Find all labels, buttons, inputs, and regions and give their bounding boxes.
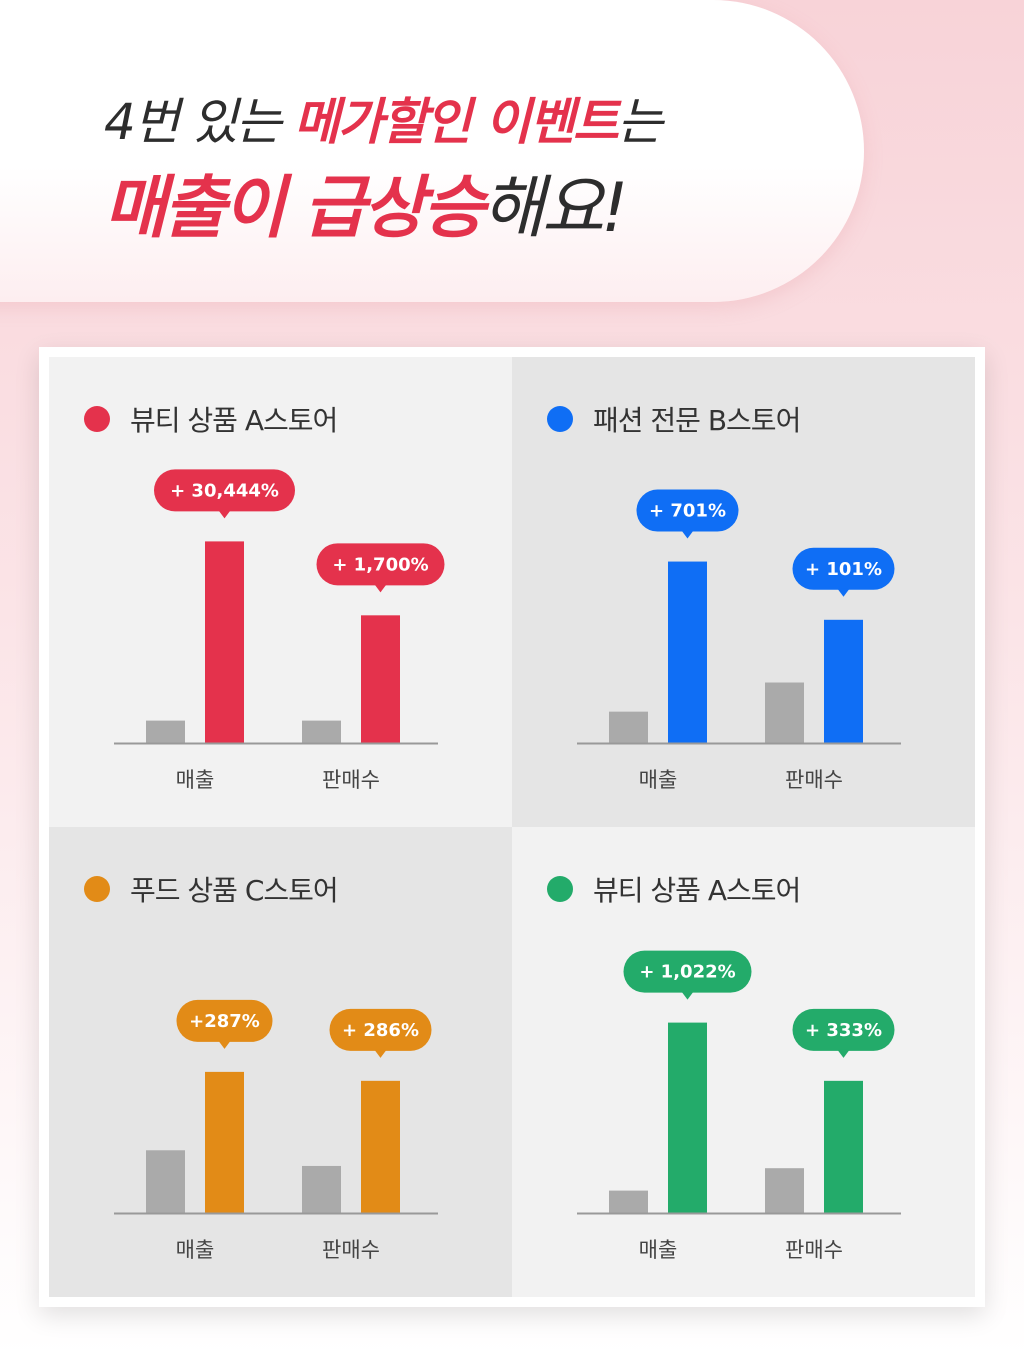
change-callout-1: + 333% (792, 1008, 895, 1058)
callout-bubble (792, 547, 895, 590)
charts-board: 뷰티 상품 A스토어 + 30,444% 매출 + 1,700% 판매수 패션 전문 … (39, 347, 985, 1307)
series-color-dot (547, 406, 573, 432)
panel-title: 푸드 상품 C스토어 (84, 869, 339, 909)
bar-after-0 (205, 541, 244, 743)
headline-highlight: 메가할인 이벤트 (293, 93, 619, 151)
chart-panel-b-store: 패션 전문 B스토어 + 701% 매출 + 101% 판매수 (512, 357, 975, 827)
headline-2-highlight: 매출이 급상승 (104, 169, 485, 248)
headline-line-2: 매출이 급상승해요! (104, 152, 628, 251)
change-label: + 286% (342, 1020, 419, 1041)
headline-prefix: 4번 있는 (104, 93, 294, 151)
bar-after-1 (824, 619, 863, 743)
bar-after-1 (361, 615, 400, 743)
series-color-dot (84, 876, 110, 902)
callout-bubble (154, 469, 295, 512)
category-label: 판매수 (785, 768, 843, 792)
bar-before-0 (609, 1190, 648, 1213)
category-label: 판매수 (785, 1238, 843, 1262)
change-label: +287% (189, 1011, 260, 1032)
bar-before-1 (765, 682, 804, 743)
change-label: + 701% (649, 501, 726, 522)
callout-pointer (681, 530, 694, 539)
bar-chart: + 30,444% 매출 + 1,700% 판매수 (114, 469, 445, 792)
panel-title-text: 뷰티 상품 A스토어 (130, 404, 338, 437)
category-label: 판매수 (322, 768, 380, 792)
bar-after-0 (205, 1071, 244, 1213)
change-label: + 333% (805, 1020, 882, 1041)
bar-before-1 (765, 1168, 804, 1213)
callout-pointer (374, 1049, 387, 1058)
change-callout-0: + 701% (636, 489, 739, 539)
change-callout-0: +287% (176, 999, 273, 1049)
chart-panel-a-store-2: 뷰티 상품 A스토어 + 1,022% 매출 + 333% 판매수 (512, 827, 975, 1297)
series-color-dot (547, 876, 573, 902)
change-label: + 30,444% (170, 480, 279, 501)
change-label: + 1,022% (639, 962, 735, 983)
change-callout-1: + 1,700% (316, 543, 445, 593)
chart-panel-c-store: 푸드 상품 C스토어 +287% 매출 + 286% 판매수 (49, 827, 512, 1297)
headline-suffix: 는 (617, 93, 663, 151)
category-label: 매출 (639, 1238, 678, 1262)
change-label: + 101% (805, 559, 882, 580)
headline-2-suffix: 해요! (482, 169, 628, 248)
bar-after-1 (361, 1080, 400, 1213)
category-label: 매출 (639, 768, 678, 792)
change-callout-1: + 286% (329, 1008, 432, 1058)
bar-before-0 (609, 711, 648, 743)
panel-title: 패션 전문 B스토어 (547, 399, 801, 439)
change-label: + 1,700% (332, 554, 428, 575)
category-label: 매출 (176, 1238, 215, 1262)
bar-after-0 (668, 1022, 707, 1213)
bar-chart: + 1,022% 매출 + 333% 판매수 (577, 950, 901, 1262)
panel-title-text: 푸드 상품 C스토어 (130, 874, 339, 907)
callout-bubble (792, 1008, 895, 1051)
panel-title-text: 뷰티 상품 A스토어 (593, 874, 801, 907)
bar-after-0 (668, 561, 707, 743)
panel-title-text: 패션 전문 B스토어 (593, 404, 801, 437)
series-color-dot (84, 406, 110, 432)
bar-before-1 (302, 1165, 341, 1213)
change-callout-1: + 101% (792, 547, 895, 597)
change-callout-0: + 30,444% (154, 469, 295, 519)
callout-bubble (623, 950, 752, 993)
panel-title: 뷰티 상품 A스토어 (547, 869, 801, 909)
callout-pointer (218, 510, 231, 519)
bar-chart: +287% 매출 + 286% 판매수 (114, 999, 438, 1262)
callout-pointer (837, 1049, 850, 1058)
callout-bubble (329, 1008, 432, 1051)
bar-before-0 (146, 1150, 185, 1213)
bar-before-1 (302, 720, 341, 743)
callout-bubble (316, 543, 445, 586)
header-banner (0, 0, 864, 302)
bar-chart: + 701% 매출 + 101% 판매수 (577, 489, 901, 792)
callout-bubble (176, 999, 273, 1042)
headline-line-1: 4번 있는 메가할인 이벤트는 (104, 82, 663, 154)
bar-after-1 (824, 1080, 863, 1213)
callout-bubble (636, 489, 739, 532)
callout-pointer (374, 584, 387, 593)
callout-pointer (837, 588, 850, 597)
chart-panel-a-store: 뷰티 상품 A스토어 + 30,444% 매출 + 1,700% 판매수 (49, 357, 512, 827)
callout-pointer (218, 1040, 231, 1049)
panel-title: 뷰티 상품 A스토어 (84, 399, 338, 439)
callout-pointer (681, 991, 694, 1000)
bar-before-0 (146, 720, 185, 743)
category-label: 매출 (176, 768, 215, 792)
category-label: 판매수 (322, 1238, 380, 1262)
change-callout-0: + 1,022% (623, 950, 752, 1000)
